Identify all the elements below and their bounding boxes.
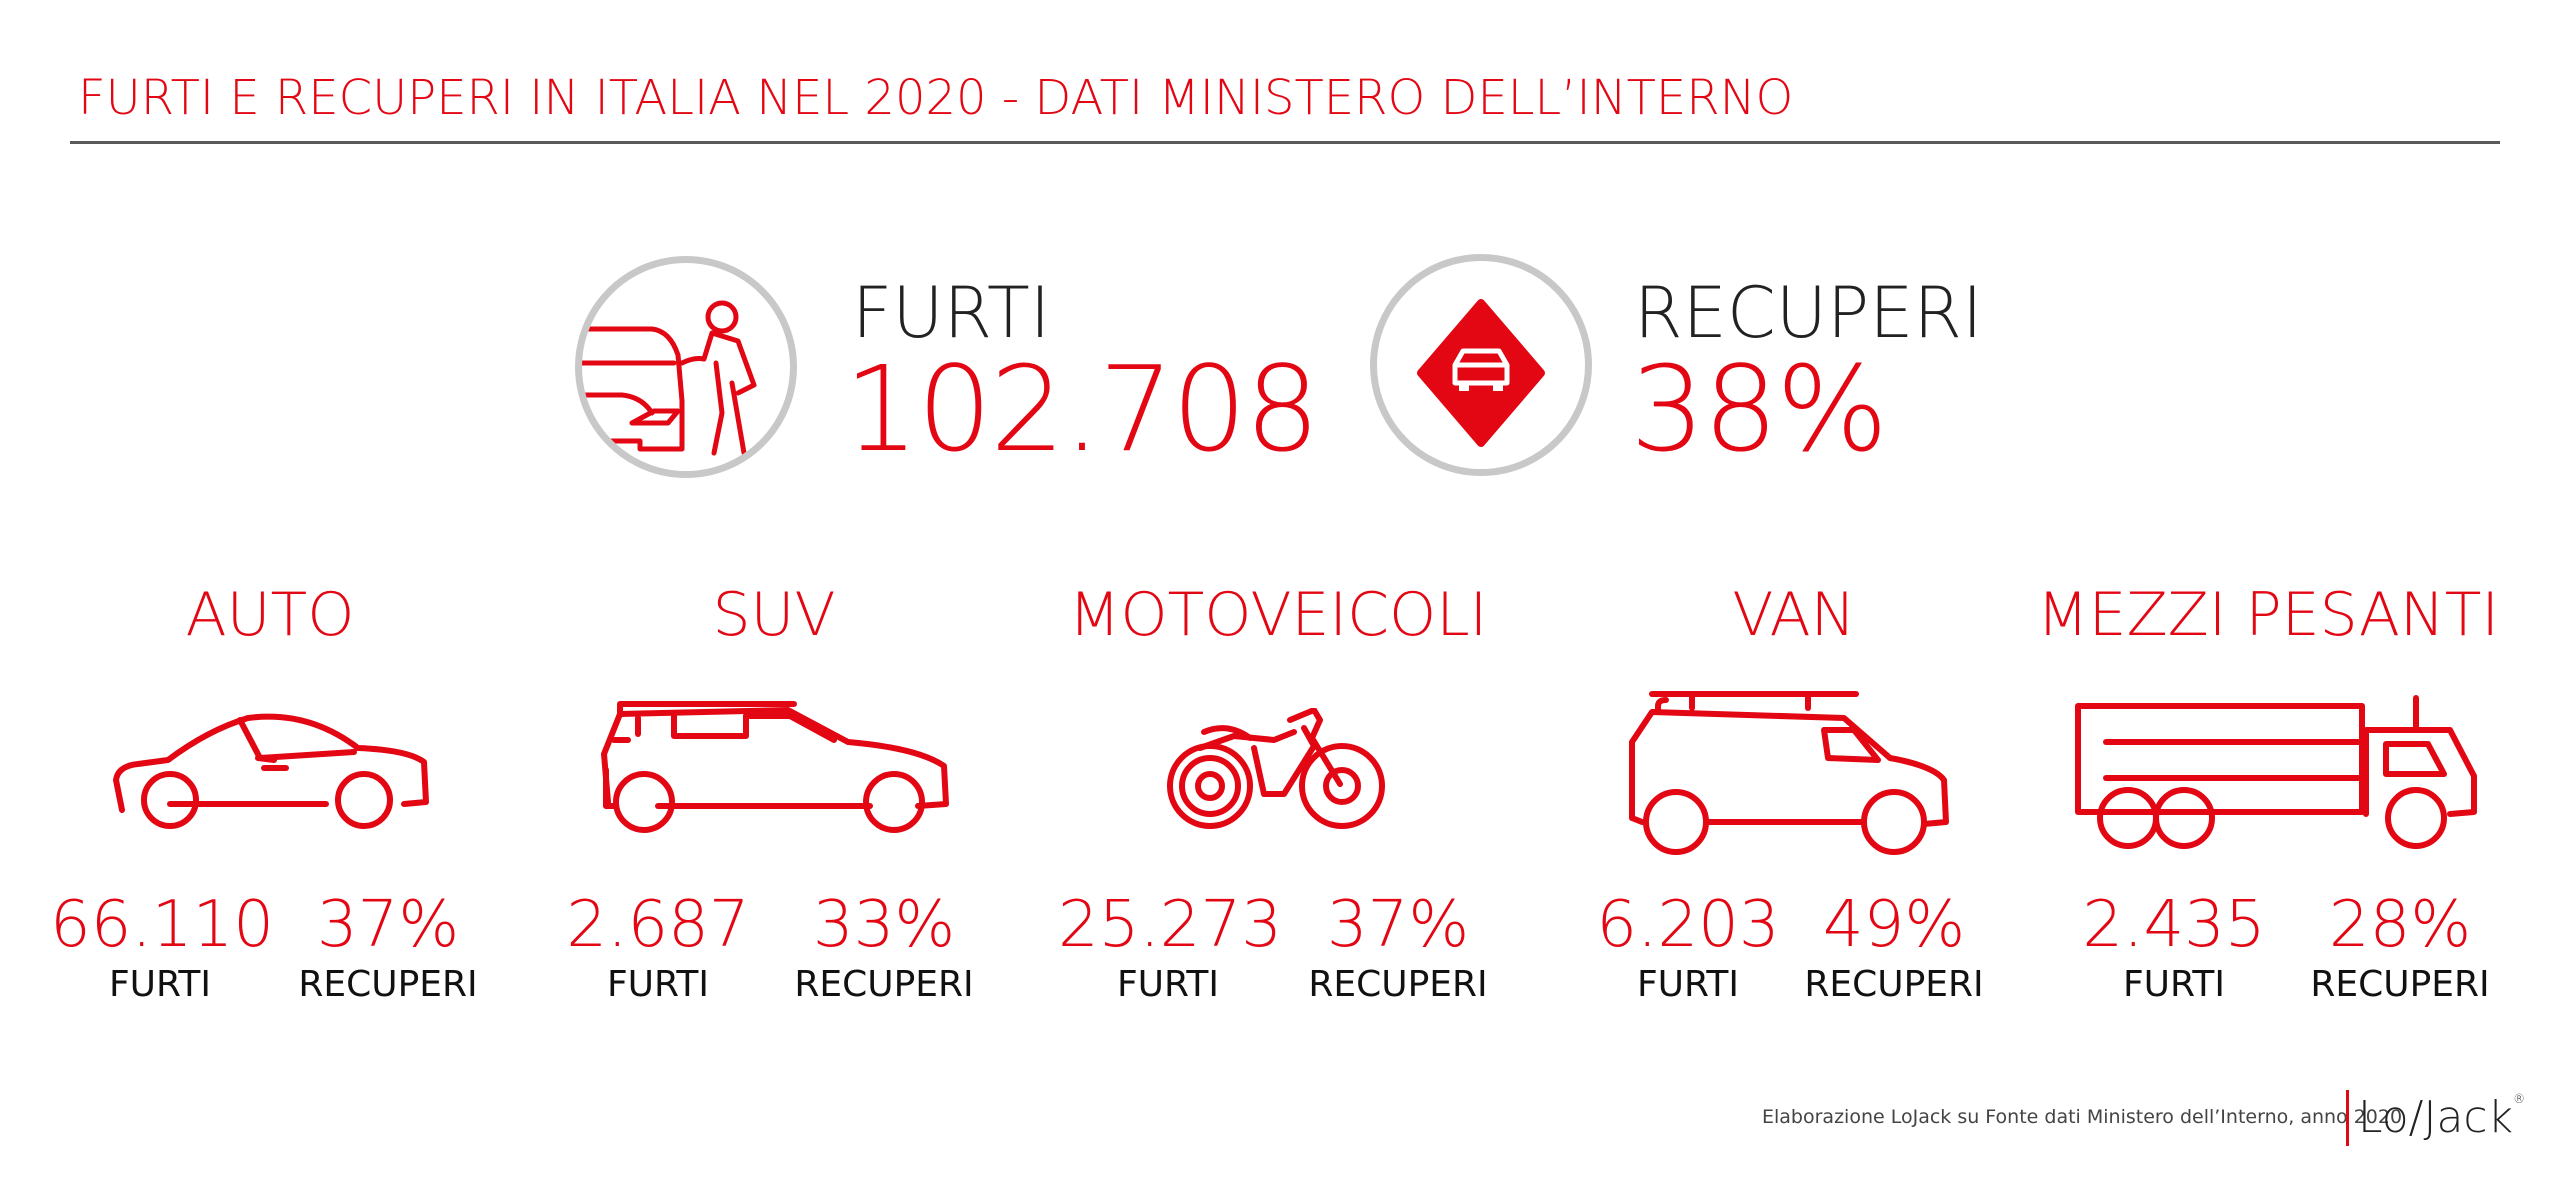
van-icon [1629,691,1949,855]
hero-furti-label: FURTI [852,272,1051,354]
auto-recuperi-label: RECUPERI [298,964,478,1005]
category-title-motoveicoli: MOTOVEICOLI [1068,580,1488,650]
location-pin-car-icon [1417,299,1545,447]
hero-furti-value: 102.708 [844,340,1320,478]
van-recuperi-value: 49% [1822,888,1966,962]
moto-furti-label: FURTI [1116,964,1220,1005]
van-furti-value: 6.203 [1596,888,1780,962]
moto-recuperi-value: 37% [1326,888,1470,962]
suv-furti-value: 2.687 [566,888,750,962]
lojack-logo-text: Lo/Jack [2358,1092,2514,1143]
pesanti-recuperi-value: 28% [2328,888,2472,962]
pesanti-recuperi-label: RECUPERI [2310,964,2490,1005]
truck-icon [2075,695,2477,849]
category-title-mezzi-pesanti: MEZZI PESANTI [2036,580,2500,650]
category-title-van: VAN [1732,580,1856,650]
auto-furti-value: 66.110 [50,888,274,962]
category-title-auto: AUTO [185,580,355,650]
pesanti-furti-label: FURTI [2122,964,2226,1005]
recovery-circle [1370,254,1592,476]
moto-furti-value: 25.273 [1058,888,1282,962]
van-furti-label: FURTI [1636,964,1740,1005]
moto-recuperi-label: RECUPERI [1308,964,1488,1005]
pesanti-furti-value: 2.435 [2082,888,2266,962]
page-title: FURTI E RECUPERI IN ITALIA NEL 2020 - DA… [78,70,1794,126]
auto-recuperi-value: 37% [316,888,460,962]
title-divider [70,141,2500,144]
logo-divider [2346,1090,2349,1146]
theft-circle [575,256,797,478]
registered-mark: ® [2513,1092,2526,1106]
motorcycle-icon [1167,708,1385,829]
suv-recuperi-value: 33% [812,888,956,962]
source-note: Elaborazione LoJack su Fonte dati Minist… [1762,1106,2403,1128]
hero-recuperi-label: RECUPERI [1634,272,1983,354]
suv-icon [601,701,949,833]
car-icon [113,713,429,829]
suv-recuperi-label: RECUPERI [794,964,974,1005]
hero-recuperi-value: 38% [1630,340,1888,478]
lojack-logo: Lo/Jack® [2358,1092,2525,1143]
van-recuperi-label: RECUPERI [1804,964,1984,1005]
auto-furti-label: FURTI [108,964,212,1005]
suv-furti-label: FURTI [606,964,710,1005]
category-title-suv: SUV [712,580,836,650]
car-theft-icon [582,300,757,456]
